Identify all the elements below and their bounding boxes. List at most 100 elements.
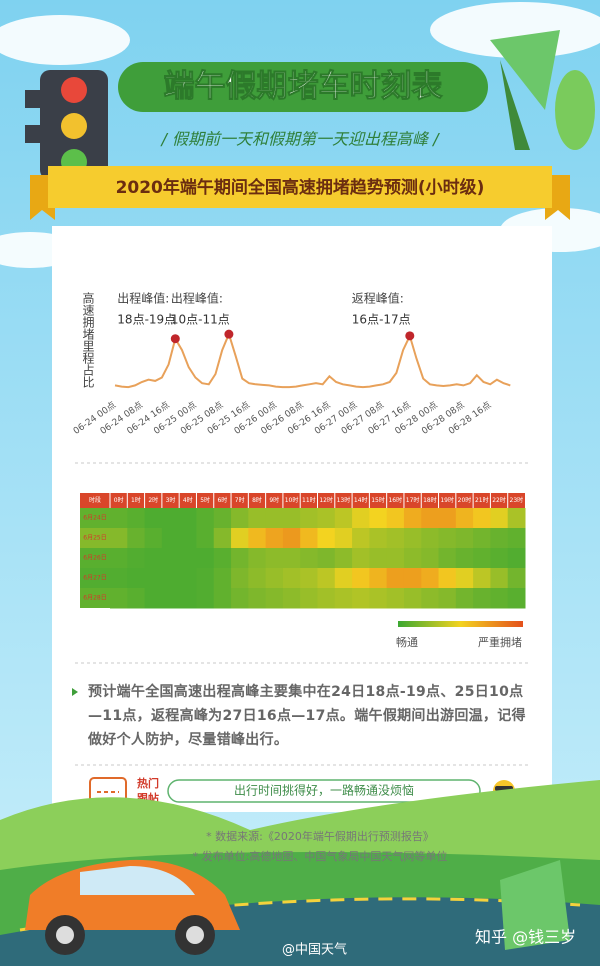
column-label: 11时: [302, 496, 316, 504]
heat-cell: [282, 548, 301, 569]
heat-cell: [352, 548, 370, 569]
heat-cell: [179, 548, 197, 569]
heat-cell: [403, 528, 422, 549]
heat-cell: [231, 588, 249, 609]
column-label: 14时: [354, 496, 368, 504]
heat-cell: [334, 588, 353, 609]
heat-cell: [334, 508, 353, 529]
row-header: [80, 548, 110, 568]
column-label: 19时: [440, 496, 454, 504]
watermark: 知乎 @钱三岁: [475, 928, 576, 947]
heat-cell: [231, 508, 249, 529]
heat-cell: [213, 528, 232, 549]
row-header: [80, 528, 110, 548]
annotation-text: 10点-11点: [171, 313, 230, 327]
peak-marker: [224, 329, 234, 339]
heat-cell: [213, 588, 232, 609]
heat-cell: [352, 588, 370, 609]
heat-cell: [144, 508, 163, 529]
heat-cell: [282, 568, 301, 589]
heat-cell: [507, 568, 526, 589]
heatmap-corner: 时段: [89, 496, 101, 504]
row-label: 6月24日: [83, 515, 106, 522]
heat-cell: [300, 568, 318, 589]
heat-cell: [317, 588, 336, 609]
traffic-light: [25, 70, 108, 180]
zongzi-decoration: [490, 30, 595, 150]
heat-cell: [265, 588, 284, 609]
column-label: 23时: [510, 496, 524, 504]
heat-cell: [403, 588, 422, 609]
heat-cell: [473, 548, 491, 569]
heat-cell: [421, 588, 440, 609]
heat-cell: [127, 548, 146, 569]
heat-cell: [110, 588, 128, 609]
heat-cell: [421, 568, 440, 589]
heat-cell: [473, 528, 491, 549]
heat-cell: [213, 508, 232, 529]
y-axis-label: 高速拥堵里程占比: [81, 291, 95, 389]
bullet: [72, 688, 78, 696]
heat-cell: [490, 588, 509, 609]
heat-cell: [231, 548, 249, 569]
heat-cell: [110, 568, 128, 589]
heat-cell: [265, 548, 284, 569]
heat-cell: [282, 508, 301, 529]
heat-cell: [438, 528, 457, 549]
heat-cell: [369, 548, 388, 569]
heat-cell: [196, 568, 215, 589]
heat-cell: [490, 528, 509, 549]
heat-cell: [455, 548, 474, 569]
heat-cell: [248, 548, 267, 569]
column-label: 15时: [371, 496, 385, 504]
source: * 数据来源:《2020年端午假期出行预测报告》: [206, 829, 434, 843]
heat-cell: [213, 568, 232, 589]
comment-input[interactable]: [167, 779, 481, 803]
heat-cell: [248, 508, 267, 529]
heat-cell: [161, 588, 180, 609]
heat-cell: [179, 528, 197, 549]
column-label: 8时: [252, 496, 262, 504]
column-label: 4时: [183, 496, 193, 504]
heat-cell: [300, 548, 318, 569]
heat-cell: [300, 588, 318, 609]
column-label: 9时: [269, 496, 279, 504]
heat-cell: [317, 548, 336, 569]
heat-cell: [507, 528, 526, 549]
watermark: @中国天气: [282, 942, 347, 958]
annotation-text: 18点-19点: [117, 313, 176, 327]
heat-cell: [127, 508, 146, 529]
annotation-text: 16点-17点: [352, 313, 411, 327]
heat-cell: [144, 548, 163, 569]
heat-cell: [438, 548, 457, 569]
heat-cell: [352, 508, 370, 529]
row-label: 6月27日: [83, 575, 106, 582]
heat-cell: [438, 508, 457, 529]
source: * 发布单位:高德地图、中国气象局中国天气网等单位: [193, 849, 448, 863]
row-label: 6月25日: [83, 535, 106, 542]
heat-cell: [196, 588, 215, 609]
heat-cell: [213, 548, 232, 569]
heat-cell: [507, 588, 526, 609]
line: [114, 331, 511, 389]
heat-cell: [110, 548, 128, 569]
column-label: 7时: [235, 496, 245, 504]
heat-cell: [352, 528, 370, 549]
column-label: 0时: [114, 496, 124, 504]
annotation-title: 出程峰值:: [171, 291, 223, 306]
heat-cell: [473, 508, 491, 529]
heatmap-header: [80, 493, 525, 508]
heat-cell: [438, 568, 457, 589]
heat-cell: [386, 588, 405, 609]
heat-cell: [455, 528, 474, 549]
heat-cell: [282, 588, 301, 609]
heat-cell: [334, 568, 353, 589]
column-label: 6时: [217, 496, 227, 504]
heat-cell: [300, 528, 318, 549]
column-label: 21时: [475, 496, 489, 504]
heat-cell: [265, 528, 284, 549]
heat-cell: [455, 568, 474, 589]
heat-cell: [438, 588, 457, 609]
heat-cell: [231, 568, 249, 589]
